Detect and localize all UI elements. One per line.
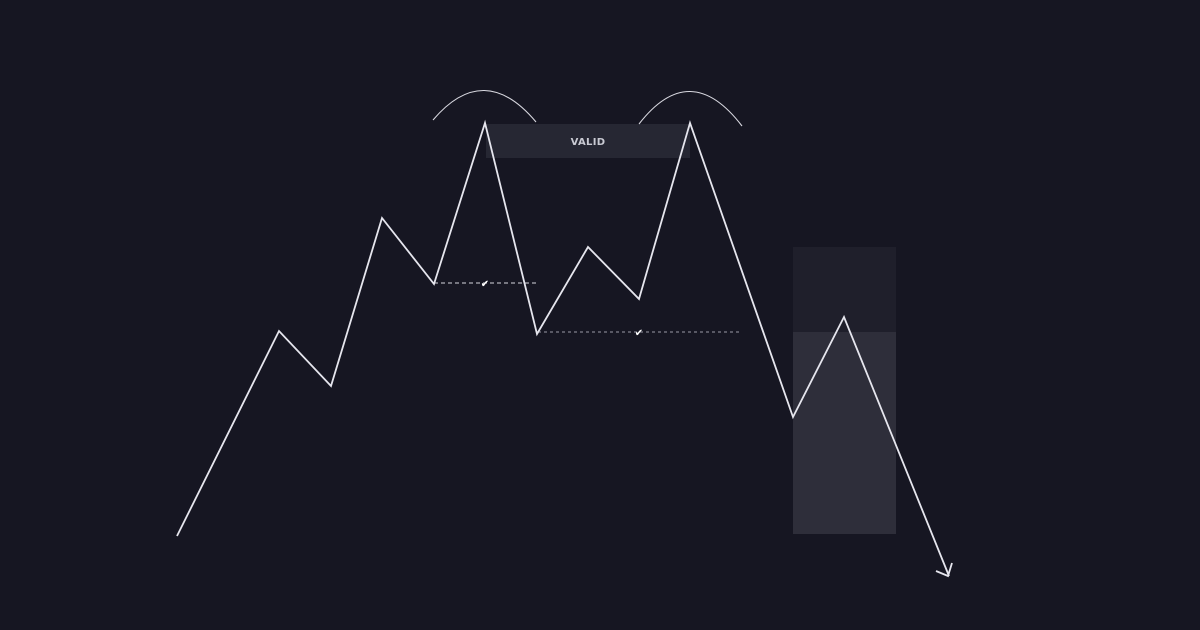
right-top-arc — [638, 91, 743, 127]
arrow-head-icon — [935, 562, 953, 578]
valid-label: VALID — [571, 137, 606, 148]
check-mark-right: ✔ — [635, 328, 643, 339]
price-path-line — [176, 119, 950, 577]
target-zone-lower — [793, 332, 896, 534]
check-mark-left: ✔ — [481, 279, 489, 290]
valid-box — [486, 124, 690, 158]
left-top-arc — [432, 89, 537, 123]
